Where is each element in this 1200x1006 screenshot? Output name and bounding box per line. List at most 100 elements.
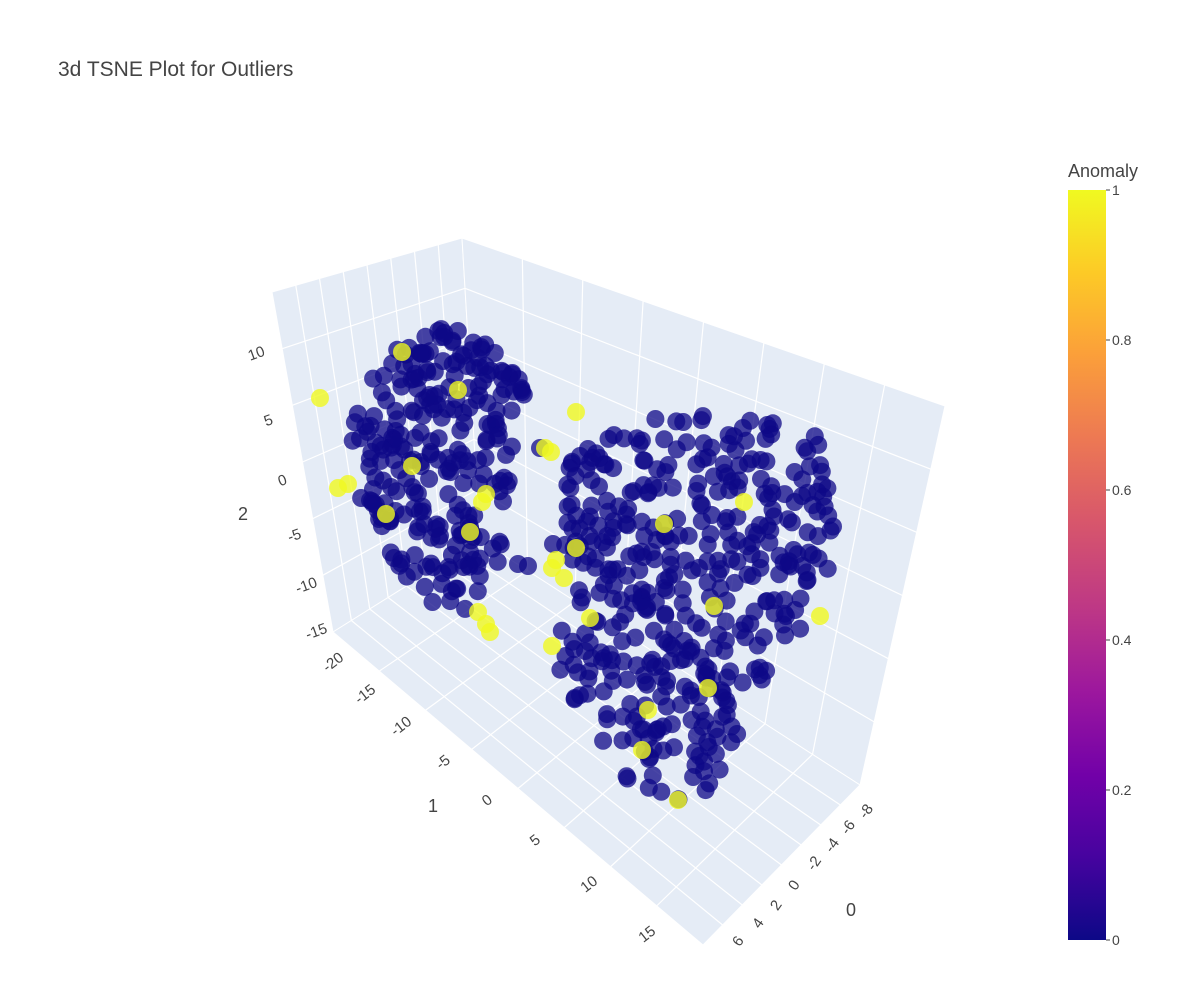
data-point[interactable] (604, 512, 623, 531)
data-point[interactable] (809, 435, 828, 454)
data-point[interactable] (458, 357, 476, 375)
data-point[interactable] (441, 592, 460, 611)
anomaly-point[interactable] (311, 389, 329, 407)
data-point[interactable] (420, 386, 439, 404)
data-point[interactable] (616, 605, 635, 624)
data-point[interactable] (411, 423, 430, 442)
data-point[interactable] (728, 507, 747, 526)
data-point[interactable] (514, 385, 533, 404)
anomaly-point[interactable] (705, 597, 723, 615)
anomaly-point[interactable] (547, 551, 565, 569)
data-point[interactable] (583, 532, 602, 551)
data-point[interactable] (454, 403, 473, 422)
data-point[interactable] (793, 556, 812, 575)
data-point[interactable] (693, 407, 712, 426)
data-point[interactable] (442, 545, 461, 564)
data-point[interactable] (375, 420, 394, 439)
data-point[interactable] (468, 582, 487, 601)
anomaly-point[interactable] (461, 523, 479, 541)
data-point[interactable] (728, 478, 747, 497)
data-point[interactable] (551, 660, 570, 679)
data-point[interactable] (448, 322, 467, 340)
data-point[interactable] (408, 522, 427, 541)
anomaly-point[interactable] (377, 505, 395, 523)
data-point[interactable] (417, 360, 436, 379)
data-point[interactable] (683, 561, 701, 580)
anomaly-point[interactable] (542, 443, 560, 461)
data-point[interactable] (509, 370, 528, 389)
data-point[interactable] (608, 560, 627, 579)
data-point[interactable] (708, 482, 727, 501)
data-point[interactable] (578, 684, 597, 703)
data-point[interactable] (673, 580, 692, 599)
data-point[interactable] (665, 565, 684, 584)
data-point[interactable] (392, 377, 411, 396)
data-point[interactable] (665, 738, 683, 757)
data-point[interactable] (386, 401, 405, 420)
data-point[interactable] (748, 636, 767, 655)
data-point[interactable] (462, 341, 481, 360)
data-point[interactable] (594, 731, 613, 750)
data-point[interactable] (519, 557, 537, 575)
data-point[interactable] (782, 513, 801, 532)
data-point[interactable] (655, 579, 673, 598)
data-point[interactable] (627, 544, 646, 563)
data-point[interactable] (763, 500, 782, 519)
data-point[interactable] (673, 594, 692, 613)
data-point[interactable] (642, 543, 661, 561)
data-point[interactable] (573, 588, 592, 607)
data-point[interactable] (595, 455, 614, 474)
data-point[interactable] (725, 573, 744, 592)
data-point[interactable] (742, 450, 761, 469)
data-point[interactable] (728, 552, 747, 571)
anomaly-point[interactable] (449, 381, 467, 399)
data-point[interactable] (360, 457, 379, 476)
data-point[interactable] (598, 710, 617, 729)
data-point[interactable] (497, 445, 515, 464)
data-point[interactable] (784, 541, 803, 559)
data-point[interactable] (580, 662, 599, 681)
data-point[interactable] (654, 717, 673, 736)
data-point[interactable] (613, 731, 632, 750)
anomaly-point[interactable] (567, 539, 585, 557)
data-point[interactable] (760, 533, 779, 552)
anomaly-point[interactable] (403, 457, 421, 475)
data-point[interactable] (405, 546, 424, 565)
data-point[interactable] (561, 479, 580, 497)
data-point[interactable] (405, 499, 424, 518)
data-point[interactable] (422, 554, 440, 573)
data-point[interactable] (679, 526, 698, 545)
data-point[interactable] (345, 413, 364, 432)
anomaly-point[interactable] (543, 637, 561, 655)
data-point[interactable] (636, 672, 654, 691)
data-point[interactable] (719, 426, 738, 445)
data-point[interactable] (652, 687, 671, 706)
data-point[interactable] (494, 363, 513, 382)
data-point[interactable] (626, 628, 645, 647)
data-point[interactable] (709, 564, 727, 583)
data-point[interactable] (698, 552, 717, 571)
data-point[interactable] (405, 403, 423, 422)
data-point[interactable] (635, 526, 654, 545)
data-point[interactable] (758, 416, 777, 434)
data-point[interactable] (618, 516, 637, 535)
data-point[interactable] (777, 607, 795, 626)
data-point[interactable] (819, 506, 838, 525)
anomaly-point[interactable] (477, 485, 495, 503)
data-point[interactable] (477, 430, 496, 449)
data-point[interactable] (502, 401, 521, 420)
data-point[interactable] (821, 521, 840, 540)
data-point[interactable] (632, 512, 651, 531)
data-point[interactable] (589, 516, 608, 535)
anomaly-point[interactable] (735, 493, 753, 511)
data-point[interactable] (704, 639, 723, 658)
data-point[interactable] (567, 506, 586, 525)
data-point[interactable] (374, 440, 393, 459)
data-point[interactable] (718, 696, 737, 714)
anomaly-point[interactable] (555, 569, 573, 587)
data-point[interactable] (421, 443, 440, 461)
anomaly-point[interactable] (393, 343, 411, 361)
data-point[interactable] (582, 496, 601, 515)
data-point[interactable] (599, 429, 618, 448)
data-point[interactable] (364, 369, 383, 388)
